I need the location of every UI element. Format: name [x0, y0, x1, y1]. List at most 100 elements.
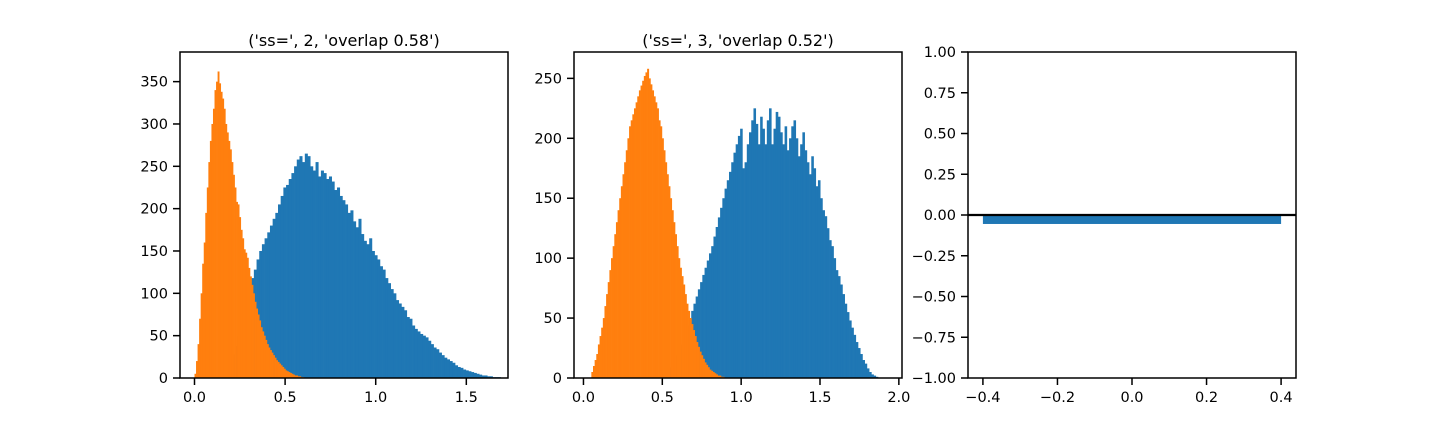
x-tick-label: 1.0 [730, 390, 753, 406]
histogram-bar-series-1-bin-67 [811, 156, 814, 378]
histogram-bar-series-1-bin-38 [323, 173, 327, 378]
histogram-bar-series-1-bin-21 [709, 253, 712, 378]
histogram-bar-series-1-bin-69 [815, 186, 819, 378]
histogram-bar-series-1-bin-50 [773, 128, 777, 378]
histogram-bar-series-1-bin-80 [436, 349, 440, 378]
histogram-bar-series-2-bin-29 [638, 90, 641, 378]
histogram-bar-series-2-bin-43 [661, 138, 664, 378]
histogram-bar-series-2-bin-69 [704, 362, 707, 378]
histogram-bar-series-1-bin-31 [304, 153, 308, 378]
histogram-bar-series-1-bin-45 [342, 200, 346, 378]
histogram-panel-1: ('ss=', 2, 'overlap 0.58') 0.0 0.5 1.0 1.5 … [140, 31, 509, 406]
panel-1-x-ticks: 0.0 0.5 1.0 1.5 [183, 378, 478, 406]
histogram-bar-series-1-bin-56 [786, 150, 790, 378]
panel-3-y-ticks: −1.00 −0.75 −0.50 −0.25 0.00 0.25 0.50 0.75 1.00 [912, 45, 968, 387]
histogram-bar-series-1-bin-100 [489, 376, 493, 378]
histogram-bar-series-2-bin-11 [211, 123, 214, 378]
x-tick-label: 0.0 [572, 390, 595, 406]
y-tick-label: 1.00 [924, 45, 956, 61]
histogram-bar-series-1-bin-37 [320, 170, 324, 378]
histogram-bar-series-1-bin-76 [831, 246, 834, 378]
histogram-bar-series-2-bin-46 [265, 339, 268, 378]
histogram-bar-series-1-bin-51 [775, 111, 779, 379]
histogram-bar-series-2-bin-48 [670, 198, 673, 378]
histogram-bar-series-1-bin-93 [471, 372, 475, 378]
histogram-bar-series-2-bin-6 [203, 242, 206, 378]
histogram-bar-series-2-bin-13 [214, 90, 217, 378]
panel-2-bars [591, 68, 879, 379]
histogram-bar-series-2-bin-64 [293, 374, 295, 378]
histogram-bar-series-2-bin-77 [717, 375, 720, 378]
histogram-bar-series-2-bin-44 [262, 331, 265, 378]
histogram-bar-series-2-bin-30 [640, 85, 643, 378]
histogram-bar-series-2-bin-24 [630, 120, 633, 378]
histogram-bar-series-1-bin-77 [833, 258, 837, 378]
histogram-bar-series-1-bin-90 [463, 369, 467, 378]
histogram-bar-series-1-bin-50 [355, 227, 359, 378]
histogram-bar-series-2-bin-59 [285, 370, 288, 378]
histogram-bar-series-1-bin-98 [484, 375, 488, 378]
histogram-bar-series-1-bin-83 [846, 312, 850, 378]
histogram-bar-series-1-bin-20 [706, 260, 710, 378]
histogram-bar-series-1-bin-89 [860, 354, 863, 378]
histogram-bar-series-2-bin-19 [223, 108, 226, 378]
histogram-bar-series-2-bin-52 [676, 246, 679, 378]
histogram-bar-series-1-bin-19 [272, 218, 276, 378]
histogram-bar-series-2-bin-15 [217, 71, 220, 378]
histogram-bar-series-1-bin-99 [487, 376, 491, 378]
histogram-bar-series-2-bin-56 [280, 365, 283, 378]
panel-3-bars [982, 215, 1282, 224]
histogram-bar-series-2-bin-26 [633, 108, 636, 378]
histogram-bar-series-2-bin-36 [249, 276, 252, 378]
histogram-bar-series-2-bin-29 [239, 217, 242, 378]
histogram-bar-series-2-bin-45 [263, 335, 266, 378]
histogram-bar-series-1-bin-56 [371, 250, 375, 378]
histogram-bar-series-1-bin-73 [417, 331, 421, 378]
y-tick-label: −0.50 [912, 290, 956, 306]
histogram-bar-series-1-bin-88 [457, 366, 461, 378]
histogram-bar-series-1-bin-30 [729, 171, 732, 378]
histogram-bar-series-2-bin-37 [652, 90, 655, 378]
histogram-bar-series-1-bin-42 [334, 190, 338, 378]
histogram-bar-series-1-bin-70 [817, 180, 821, 378]
histogram-bar-series-2-bin-6 [601, 327, 604, 378]
histogram-bar-series-2-bin-18 [222, 98, 225, 378]
histogram-bar-series-1-bin-75 [829, 240, 832, 378]
y-tick-label: 350 [140, 75, 168, 91]
histogram-bar-series-2-bin-12 [212, 108, 215, 378]
histogram-bar-series-1-bin-32 [733, 152, 737, 378]
histogram-bar-series-1-bin-39 [326, 179, 330, 378]
histogram-bar-series-2-bin-66 [296, 375, 299, 378]
histogram-bar-series-2-bin-24 [231, 162, 234, 378]
histogram-bar-series-2-bin-26 [234, 187, 237, 378]
histogram-bar-series-1-bin-89 [460, 367, 464, 378]
histogram-bar-series-1-bin-41 [331, 181, 335, 378]
histogram-bar-series-2-bin-55 [279, 363, 282, 378]
histogram-bar-series-1-bin-36 [318, 176, 322, 378]
histogram-bar-series-2-bin-31 [242, 238, 245, 378]
histogram-bar-series-1-bin-26 [291, 173, 295, 378]
histogram-bar-series-1-bin-70 [409, 318, 413, 378]
histogram-bar-series-1-bin-64 [804, 150, 808, 378]
histogram-bar-series-1-bin-71 [412, 325, 416, 378]
histogram-bar-series-2-bin-54 [679, 267, 682, 378]
histogram-bar-series-2-bin-11 [609, 270, 612, 378]
histogram-bar-series-2-bin-7 [602, 318, 605, 378]
histogram-bar-series-1-bin-20 [275, 212, 279, 378]
histogram-bar-series-1-bin-41 [753, 108, 757, 378]
histogram-bar-series-1-bin-72 [414, 328, 418, 378]
histogram-bar-series-2-bin-66 [699, 351, 702, 378]
histogram-bar-series-2-bin-52 [274, 357, 277, 378]
histogram-bar-series-2-bin-50 [673, 222, 676, 378]
histogram-bar-series-1-bin-78 [835, 270, 839, 378]
histogram-bar-series-1-bin-34 [312, 170, 316, 378]
histogram-bar-series-1-bin-85 [449, 361, 453, 378]
histogram-bar-series-1-bin-57 [789, 138, 792, 378]
panel-1-frame [179, 51, 509, 379]
x-tick-label: 1.0 [364, 390, 387, 406]
x-tick-label: 0.0 [1120, 390, 1143, 406]
histogram-bar-series-2-bin-67 [701, 355, 704, 378]
histogram-bar-series-1-bin-64 [393, 293, 397, 378]
histogram-bar-series-1-bin-63 [802, 132, 805, 378]
histogram-bar-series-2-bin-68 [702, 358, 705, 378]
